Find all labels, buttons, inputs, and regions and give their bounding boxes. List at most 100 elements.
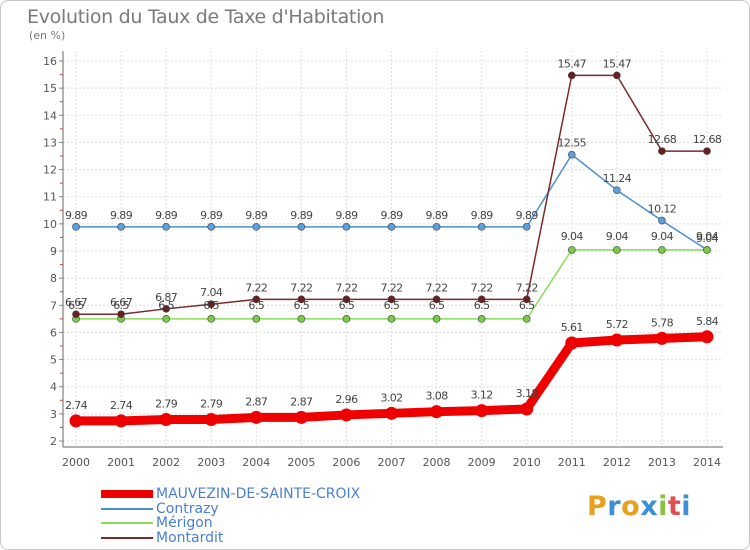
data-point-contrazy — [117, 223, 125, 231]
data-label-m-rigon: 6.5 — [248, 299, 264, 312]
data-point-montardit — [567, 71, 576, 80]
data-label-m-rigon: 6.5 — [519, 299, 535, 312]
brand-letter: P — [587, 491, 608, 522]
data-point-m-rigon — [207, 315, 216, 323]
y-tick-label: 7 — [50, 299, 57, 312]
x-tick-label: 2002 — [152, 456, 180, 469]
data-label-mauvezin-de-sainte-croix: 3.12 — [471, 389, 493, 402]
data-point-montardit — [117, 310, 125, 319]
data-point-m-rigon — [703, 246, 711, 254]
data-label-mauvezin-de-sainte-croix: 2.74 — [65, 399, 88, 412]
y-tick-label: 6 — [50, 326, 57, 339]
y-tick-label: 14 — [43, 109, 57, 122]
data-label-mauvezin-de-sainte-croix: 2.79 — [200, 398, 223, 411]
data-label-mauvezin-de-sainte-croix: 2.79 — [155, 398, 178, 411]
data-point-montardit — [207, 300, 216, 309]
y-tick-label: 12 — [43, 164, 57, 177]
data-label-montardit: 7.22 — [335, 281, 357, 294]
data-point-contrazy — [72, 223, 80, 231]
data-point-mauvezin-de-sainte-croix — [204, 413, 218, 427]
legend-swatch-mauvezin — [101, 490, 153, 498]
data-point-contrazy — [252, 223, 261, 231]
data-point-mauvezin-de-sainte-croix — [294, 410, 308, 424]
x-tick-label: 2011 — [558, 456, 586, 469]
data-point-montardit — [658, 147, 666, 155]
series-lines — [69, 71, 714, 428]
data-point-m-rigon — [658, 246, 666, 254]
data-label-contrazy: 10.12 — [648, 203, 677, 216]
x-tick-label: 2005 — [287, 456, 315, 469]
data-label-m-rigon: 6.5 — [384, 299, 400, 312]
data-point-m-rigon — [432, 315, 441, 323]
data-label-contrazy: 9.89 — [200, 209, 223, 222]
y-tick-label: 4 — [50, 381, 57, 394]
data-point-contrazy — [162, 223, 170, 231]
data-point-mauvezin-de-sainte-croix — [430, 405, 444, 419]
y-tick-label: 3 — [50, 408, 57, 421]
legend-label-mauvezin: MAUVEZIN-DE-SAINTE-CROIX — [156, 486, 361, 502]
data-label-m-rigon: 6.5 — [158, 299, 174, 312]
legend-swatch-contrazy — [101, 508, 153, 510]
data-label-montardit: 7.22 — [426, 281, 448, 294]
data-point-montardit — [613, 71, 621, 80]
data-label-m-rigon: 6.5 — [339, 299, 355, 312]
data-label-m-rigon: 6.5 — [68, 299, 84, 312]
y-tick-label: 8 — [50, 272, 57, 285]
data-label-contrazy: 9.89 — [110, 209, 133, 222]
data-point-montardit — [432, 295, 441, 304]
y-tick-label: 10 — [43, 218, 57, 231]
data-point-contrazy — [613, 186, 621, 194]
x-tick-label: 2008 — [423, 456, 451, 469]
data-label-m-rigon: 6.5 — [203, 299, 219, 312]
data-label-m-rigon: 6.5 — [294, 299, 310, 312]
data-label-contrazy: 12.55 — [558, 137, 587, 150]
data-label-montardit: 15.47 — [558, 57, 587, 70]
brand-letter: x — [640, 491, 659, 522]
data-point-mauvezin-de-sainte-croix — [249, 410, 263, 424]
data-label-montardit: 12.68 — [693, 133, 722, 146]
brand-letter: i — [658, 491, 668, 522]
y-tick-label: 15 — [43, 82, 57, 95]
brand-letter: t — [667, 491, 682, 522]
data-point-contrazy — [342, 223, 351, 231]
data-point-contrazy — [207, 223, 216, 231]
legend-label-contrazy: Contrazy — [156, 501, 219, 517]
data-point-contrazy — [297, 223, 306, 231]
data-point-mauvezin-de-sainte-croix — [700, 330, 714, 344]
data-label-montardit: 7.04 — [200, 286, 223, 299]
x-tick-label: 2001 — [107, 456, 135, 469]
data-point-montardit — [522, 295, 531, 304]
brand-letter: o — [621, 491, 641, 522]
data-point-mauvezin-de-sainte-croix — [339, 408, 353, 422]
data-label-m-rigon: 6.5 — [113, 299, 129, 312]
data-label-montardit: 6.87 — [155, 291, 178, 304]
x-tick-label: 2010 — [513, 456, 541, 469]
data-point-montardit — [342, 295, 351, 304]
data-point-montardit — [162, 305, 170, 313]
data-label-mauvezin-de-sainte-croix: 3.18 — [516, 387, 539, 400]
data-label-m-rigon: 9.04 — [696, 230, 719, 243]
data-label-m-rigon: 9.04 — [606, 230, 629, 243]
data-label-mauvezin-de-sainte-croix: 3.02 — [380, 391, 402, 404]
data-point-mauvezin-de-sainte-croix — [565, 336, 579, 350]
data-label-mauvezin-de-sainte-croix: 5.78 — [651, 316, 674, 329]
data-label-montardit: 12.68 — [648, 133, 677, 146]
x-tick-label: 2012 — [603, 456, 631, 469]
y-tick-label: 13 — [43, 136, 57, 149]
data-point-m-rigon — [567, 246, 576, 254]
data-point-montardit — [387, 295, 396, 304]
data-point-m-rigon — [342, 315, 351, 323]
data-point-contrazy — [658, 216, 666, 225]
legend-label-merigon: Mérigon — [156, 515, 213, 531]
data-point-m-rigon — [297, 315, 306, 323]
data-label-contrazy: 9.89 — [516, 209, 539, 222]
legend-swatch-montardit — [101, 537, 153, 539]
data-label-montardit: 6.67 — [110, 296, 133, 309]
chart-title: Evolution du Taux de Taxe d'Habitation — [27, 6, 385, 28]
data-label-montardit: 6.67 — [65, 296, 88, 309]
x-tick-label: 2007 — [378, 456, 406, 469]
data-point-contrazy — [432, 223, 441, 231]
data-point-m-rigon — [477, 315, 486, 323]
data-point-mauvezin-de-sainte-croix — [69, 414, 83, 428]
